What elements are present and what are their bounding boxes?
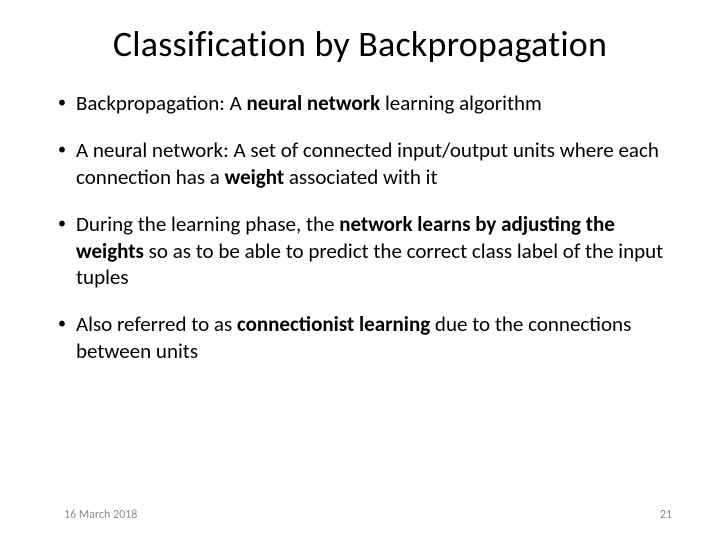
slide: Classification by Backpropagation • Back… [0, 0, 720, 540]
footer-date: 16 March 2018 [64, 508, 137, 522]
bullet-item: • During the learning phase, the network… [58, 211, 672, 292]
bullet-item: • A neural network: A set of connected i… [58, 137, 672, 191]
bullet-dot-icon: • [58, 90, 76, 116]
bullet-text: Also referred to as connectionist learni… [76, 311, 672, 365]
bullet-text: Backpropagation: A neural network learni… [76, 90, 672, 117]
bullet-item: • Backpropagation: A neural network lear… [58, 90, 672, 117]
bullet-text: During the learning phase, the network l… [76, 211, 672, 292]
bullet-item: • Also referred to as connectionist lear… [58, 311, 672, 365]
bullet-dot-icon: • [58, 211, 76, 237]
bullet-dot-icon: • [58, 311, 76, 337]
footer-page-number: 21 [660, 508, 672, 522]
slide-title: Classification by Backpropagation [48, 22, 672, 66]
bullet-dot-icon: • [58, 137, 76, 163]
slide-body: • Backpropagation: A neural network lear… [48, 90, 672, 365]
bullet-text: A neural network: A set of connected inp… [76, 137, 672, 191]
slide-footer: 16 March 2018 21 [0, 508, 720, 522]
